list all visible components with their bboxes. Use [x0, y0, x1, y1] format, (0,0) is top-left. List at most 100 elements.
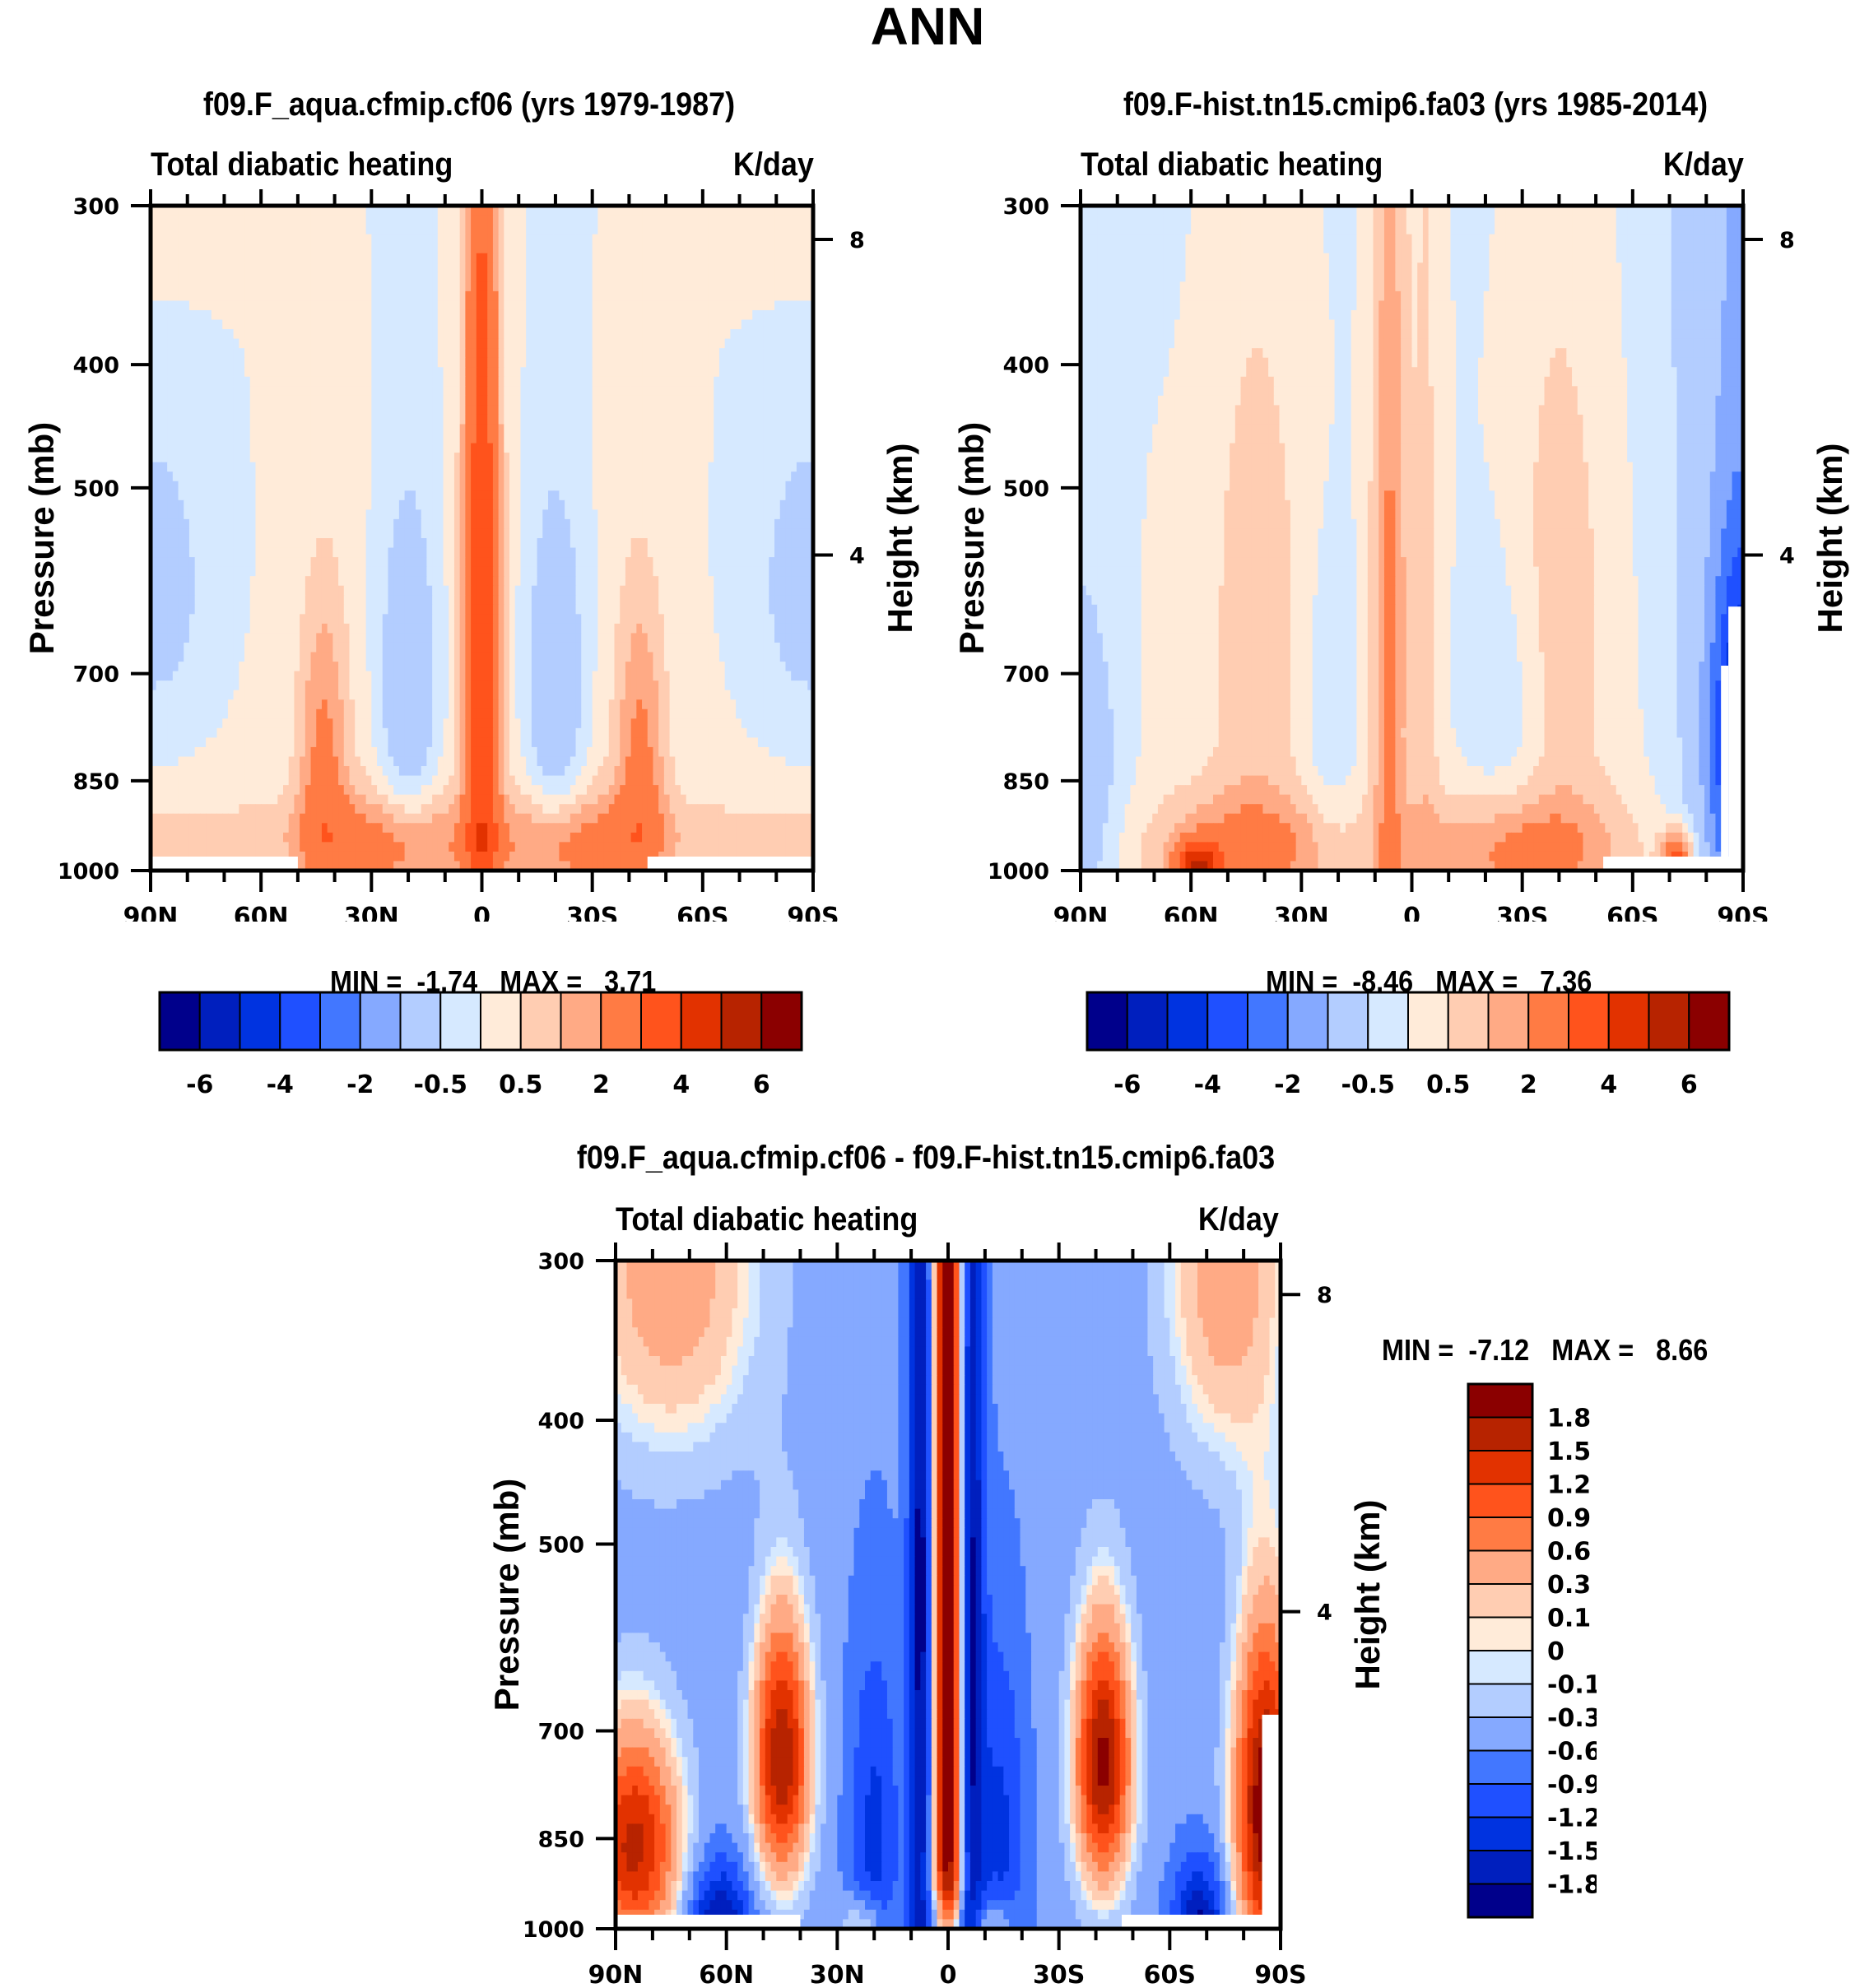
panel1-cell [581, 272, 588, 282]
panel1-cell [553, 566, 560, 577]
panel1-cell [741, 414, 748, 425]
panel1-cell [360, 405, 367, 416]
panel1-cell [360, 518, 367, 530]
panel1-cell [658, 566, 665, 577]
panel1-cell [300, 518, 306, 530]
panel1-cell [608, 329, 616, 340]
panel1-cell [459, 453, 466, 463]
panel1-cell [586, 244, 593, 254]
panel1-cell [481, 272, 488, 282]
panel1-cell [338, 566, 345, 577]
panel1-cell [807, 566, 814, 577]
panel1-cell [575, 367, 582, 378]
panel1-cell [597, 557, 604, 568]
panel1-cell [642, 481, 649, 491]
panel1-cell [697, 357, 704, 368]
panel1-cell [382, 405, 389, 416]
panel1-cell [178, 471, 184, 482]
panel1-cell [603, 424, 610, 434]
panel1-cell [393, 576, 400, 587]
panel1-cell [509, 348, 516, 359]
panel1-cell [316, 215, 323, 225]
panel1-cell [575, 490, 582, 501]
panel1-cell [332, 453, 339, 463]
panel1-cell [663, 253, 671, 263]
panel1-cell [570, 499, 577, 510]
panel1-cell [526, 462, 532, 472]
panel1-cell [222, 443, 229, 453]
panel1-cell [769, 585, 775, 596]
panel1-cell [459, 518, 466, 530]
panel1-cell [343, 290, 351, 302]
panel1-cell [432, 319, 439, 330]
panel1-cell [514, 405, 522, 416]
panel1-cell [636, 405, 643, 416]
panel1-cell [421, 405, 428, 416]
panel1-cell [443, 518, 449, 530]
panel1-cell [360, 547, 367, 558]
panel1-cell [553, 234, 560, 244]
panel1-cell [465, 424, 472, 434]
panel1-cell [161, 509, 168, 520]
panel1-cell [266, 443, 273, 453]
panel1-cell [443, 405, 449, 416]
panel1-cell [421, 395, 428, 406]
panel1-cell [730, 244, 737, 254]
panel1-cell [802, 509, 808, 520]
panel1-cell [714, 234, 720, 244]
panel1-cell [658, 253, 665, 263]
panel1-cell [575, 329, 582, 340]
panel1-cell [426, 490, 433, 501]
panel1-cell [653, 206, 659, 216]
panel1-cell [663, 309, 671, 321]
panel1-cell [702, 338, 709, 349]
panel1-cell [393, 215, 400, 225]
panel1-cell [597, 376, 604, 387]
panel1-cell [437, 414, 444, 425]
panel1-cell [300, 262, 306, 273]
panel1-cell [686, 538, 693, 549]
panel1-cell [779, 499, 787, 510]
panel1-cell [625, 481, 632, 491]
panel1-cell [338, 434, 345, 444]
panel1-cell [614, 262, 621, 273]
panel1-cell [211, 424, 218, 434]
panel1-cell [300, 481, 306, 491]
panel1-cell [327, 319, 333, 330]
panel1-cell [779, 395, 787, 406]
panel1-cell [305, 528, 312, 539]
panel1-cell [526, 281, 532, 292]
panel1-cell [398, 215, 406, 225]
panel1-cell [730, 585, 737, 596]
panel1-cell [548, 453, 555, 463]
panel1-cell [453, 528, 461, 539]
panel1-cell [603, 309, 610, 321]
panel1-cell [526, 481, 532, 491]
panel1-cell [714, 547, 720, 558]
panel1-cell [233, 518, 239, 530]
panel1-cell [161, 424, 168, 434]
panel1-cell [288, 434, 295, 444]
panel1-cell [365, 386, 372, 397]
panel1-cell [355, 348, 361, 359]
panel1-cell [492, 547, 500, 558]
panel1-cell [188, 518, 196, 530]
panel1-cell [255, 538, 262, 549]
panel1-cell [410, 376, 416, 387]
panel1-cell [608, 272, 616, 282]
panel1-cell [188, 281, 196, 292]
panel1-cell [421, 566, 428, 577]
panel1-cell [338, 481, 345, 491]
panel1-cell [161, 319, 168, 330]
panel1-cell [542, 272, 549, 282]
panel1-cell [769, 518, 775, 530]
panel1-cell [686, 566, 693, 577]
panel1-cell [233, 490, 239, 501]
panel1-cell [663, 585, 671, 596]
panel1-cell [509, 262, 516, 273]
panel1-cell [774, 244, 781, 254]
panel1-cell [184, 414, 190, 425]
panel1-cell [675, 253, 681, 263]
panel1-cell [410, 272, 416, 282]
panel1-cell [669, 319, 676, 330]
